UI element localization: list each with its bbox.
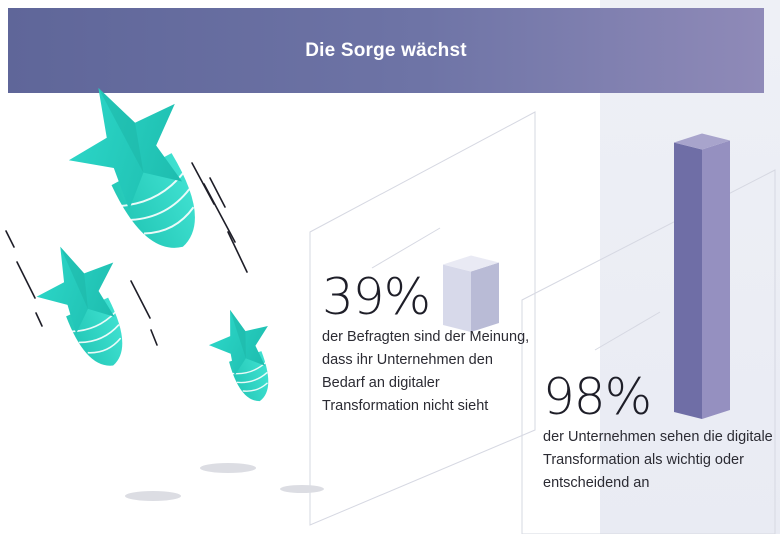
bar-0-right-face	[471, 262, 499, 332]
bar-1-top-face	[674, 133, 730, 150]
bomb-medium-icon	[36, 246, 123, 366]
page-title: Die Sorge wächst	[305, 39, 467, 61]
stat-98: 98% der Unternehmen sehen die digitale T…	[543, 372, 778, 495]
header-banner: Die Sorge wächst	[8, 8, 764, 93]
bomb-large-icon	[68, 87, 195, 248]
bar-group	[443, 133, 730, 419]
bar-1-left-face	[674, 142, 702, 419]
speed-lines	[5, 162, 248, 346]
bomb-small-icon	[208, 309, 269, 402]
category-label-39: der Befragten sind der Meinung, dass ihr…	[322, 329, 530, 414]
stat-39: 39% der Befragten sind der Meinung, dass…	[322, 272, 532, 418]
category-label-98: der Unternehmen sehen die digitale Trans…	[543, 429, 773, 491]
bar-0-left-face	[443, 264, 471, 332]
value-label-98: 98%	[543, 368, 652, 426]
value-label-39: 39%	[322, 268, 431, 326]
bomb-shadows	[125, 463, 324, 501]
bar-0-top-face	[443, 255, 499, 272]
bar-1-right-face	[702, 140, 730, 419]
